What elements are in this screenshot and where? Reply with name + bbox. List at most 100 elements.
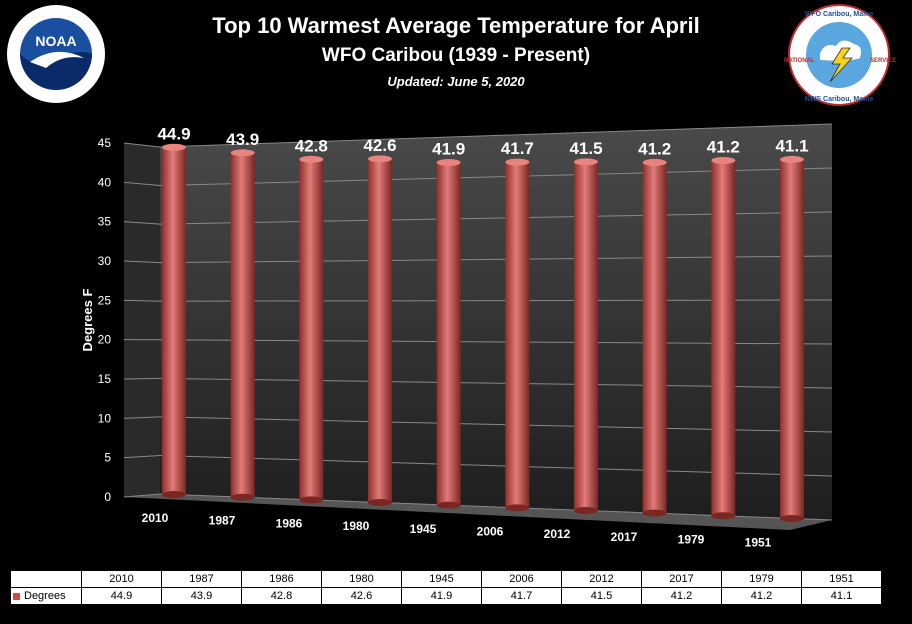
bar-bottom-2006 bbox=[505, 504, 530, 512]
bar-bottom-2017 bbox=[642, 509, 667, 517]
data-table-year-2017: 2017 bbox=[641, 570, 722, 588]
bar-top-1980 bbox=[368, 155, 392, 163]
svg-text:WFO Caribou, Maine: WFO Caribou, Maine bbox=[805, 11, 874, 18]
x-tick-label-2017: 2017 bbox=[611, 530, 638, 544]
bar-1987 bbox=[230, 152, 255, 498]
bar-top-1951 bbox=[780, 155, 804, 163]
data-table-values-row: Degrees 44.9 43.9 42.8 42.6 41.9 41.7 41.5 41.2… bbox=[10, 587, 882, 605]
bar-top-2006 bbox=[505, 158, 530, 166]
y-tick-label: 0 bbox=[104, 490, 111, 504]
bar-chart: 0 5 10 15 20 25 30 35 40 45 Degrees F 44.9 2010 43.9 1… bbox=[80, 123, 833, 549]
data-label-2012: 41.5 bbox=[569, 139, 602, 158]
svg-text:SERVICE: SERVICE bbox=[870, 58, 896, 64]
data-label-2017: 41.2 bbox=[638, 139, 671, 158]
bar-top-2010 bbox=[162, 143, 186, 151]
bar-top-2017 bbox=[642, 158, 667, 166]
data-table-series-label: Degrees bbox=[10, 587, 82, 605]
x-tick-label-1986: 1986 bbox=[276, 516, 303, 530]
bar-1951 bbox=[780, 159, 804, 519]
y-tick-label: 35 bbox=[98, 215, 112, 229]
gridline-side bbox=[123, 260, 161, 264]
bar-bottom-1986 bbox=[299, 496, 324, 504]
x-tick-label-1945: 1945 bbox=[410, 522, 437, 536]
gridline-side bbox=[123, 221, 161, 225]
bar-bottom-1979 bbox=[711, 512, 736, 520]
bar-2006 bbox=[505, 162, 530, 508]
chart-floor bbox=[124, 494, 832, 530]
x-tick-label-1979: 1979 bbox=[678, 533, 705, 547]
chart-title: Top 10 Warmest Average Temperature for A… bbox=[212, 13, 700, 38]
bar-bottom-2010 bbox=[162, 491, 186, 499]
x-tick-label-1951: 1951 bbox=[745, 535, 772, 549]
data-label-1951: 41.1 bbox=[775, 136, 808, 155]
bar-bottom-2012 bbox=[574, 506, 598, 514]
noaa-logo-text: NOAA bbox=[35, 33, 76, 49]
x-tick-label-2012: 2012 bbox=[544, 527, 571, 541]
gridline-side bbox=[123, 493, 161, 498]
data-table-year-1979: 1979 bbox=[721, 570, 802, 588]
data-label-1945: 41.9 bbox=[432, 139, 465, 158]
bar-top-1945 bbox=[436, 158, 461, 166]
data-table-header-row: 2010 1987 1986 1980 1945 2006 2012 2017 1979 1951 bbox=[10, 570, 882, 588]
data-table-value-1986: 42.8 bbox=[241, 587, 322, 605]
data-table-value-2017: 41.2 bbox=[641, 587, 722, 605]
data-table-year-1987: 1987 bbox=[161, 570, 242, 588]
data-table-year-1986: 1986 bbox=[241, 570, 322, 588]
bar-bottom-1945 bbox=[436, 501, 461, 509]
y-tick-label: 5 bbox=[104, 451, 111, 465]
data-table-value-2006: 41.7 bbox=[481, 587, 562, 605]
gridline-side bbox=[123, 142, 161, 148]
gridline-side bbox=[123, 377, 161, 380]
bar-bottom-1951 bbox=[780, 514, 804, 522]
bar-1980 bbox=[368, 158, 392, 503]
data-table-year-2012: 2012 bbox=[561, 570, 642, 588]
x-tick-label-2006: 2006 bbox=[477, 525, 504, 539]
gridline-side bbox=[123, 416, 161, 419]
y-tick-label: 40 bbox=[98, 175, 112, 189]
data-table-value-1987: 43.9 bbox=[161, 587, 242, 605]
data-table-value-2010: 44.9 bbox=[81, 587, 162, 605]
bar-top-1987 bbox=[230, 149, 255, 157]
data-label-1986: 42.8 bbox=[295, 136, 328, 155]
bar-2010 bbox=[162, 147, 186, 495]
legend-swatch-degrees bbox=[13, 592, 20, 600]
bar-1945 bbox=[436, 162, 461, 506]
gridline-side bbox=[123, 454, 161, 459]
y-tick-label: 20 bbox=[98, 333, 112, 347]
data-table-value-1979: 41.2 bbox=[721, 587, 802, 605]
data-table-corner bbox=[10, 570, 82, 588]
y-axis-label: Degrees F bbox=[80, 289, 95, 352]
bar-top-2012 bbox=[574, 158, 598, 166]
data-label-1980: 42.6 bbox=[363, 136, 396, 155]
y-tick-label: 25 bbox=[98, 293, 112, 307]
y-tick-label: 15 bbox=[98, 372, 112, 386]
y-tick-label: 45 bbox=[98, 136, 112, 150]
data-label-1987: 43.9 bbox=[226, 130, 259, 149]
gridline-side bbox=[123, 299, 161, 302]
x-tick-label-1987: 1987 bbox=[209, 514, 236, 528]
svg-text:NATIONAL: NATIONAL bbox=[784, 58, 815, 64]
bar-bottom-1987 bbox=[230, 493, 255, 501]
data-table-year-2006: 2006 bbox=[481, 570, 562, 588]
svg-text:NWS Caribou, Maine: NWS Caribou, Maine bbox=[805, 96, 874, 103]
data-table-year-2010: 2010 bbox=[81, 570, 162, 588]
bar-top-1979 bbox=[711, 156, 736, 164]
gridline-side bbox=[123, 181, 161, 187]
noaa-logo: NOAA bbox=[7, 5, 105, 103]
data-table-value-1951: 41.1 bbox=[801, 587, 882, 605]
bar-top-1986 bbox=[299, 155, 324, 163]
bar-2012 bbox=[574, 161, 598, 511]
bar-2017 bbox=[642, 162, 667, 514]
data-table-year-1980: 1980 bbox=[321, 570, 402, 588]
data-label-2006: 41.7 bbox=[501, 139, 534, 158]
bar-bottom-1980 bbox=[368, 499, 392, 507]
chart-subtitle: WFO Caribou (1939 - Present) bbox=[321, 45, 591, 66]
gridline bbox=[159, 123, 833, 148]
x-tick-label-1980: 1980 bbox=[343, 519, 370, 533]
updated-date: Updated: June 5, 2020 bbox=[387, 74, 525, 89]
chart-side-wall bbox=[124, 143, 160, 497]
data-label-1979: 41.2 bbox=[707, 137, 740, 156]
y-tick-label: 30 bbox=[98, 254, 112, 268]
data-table-value-2012: 41.5 bbox=[561, 587, 642, 605]
